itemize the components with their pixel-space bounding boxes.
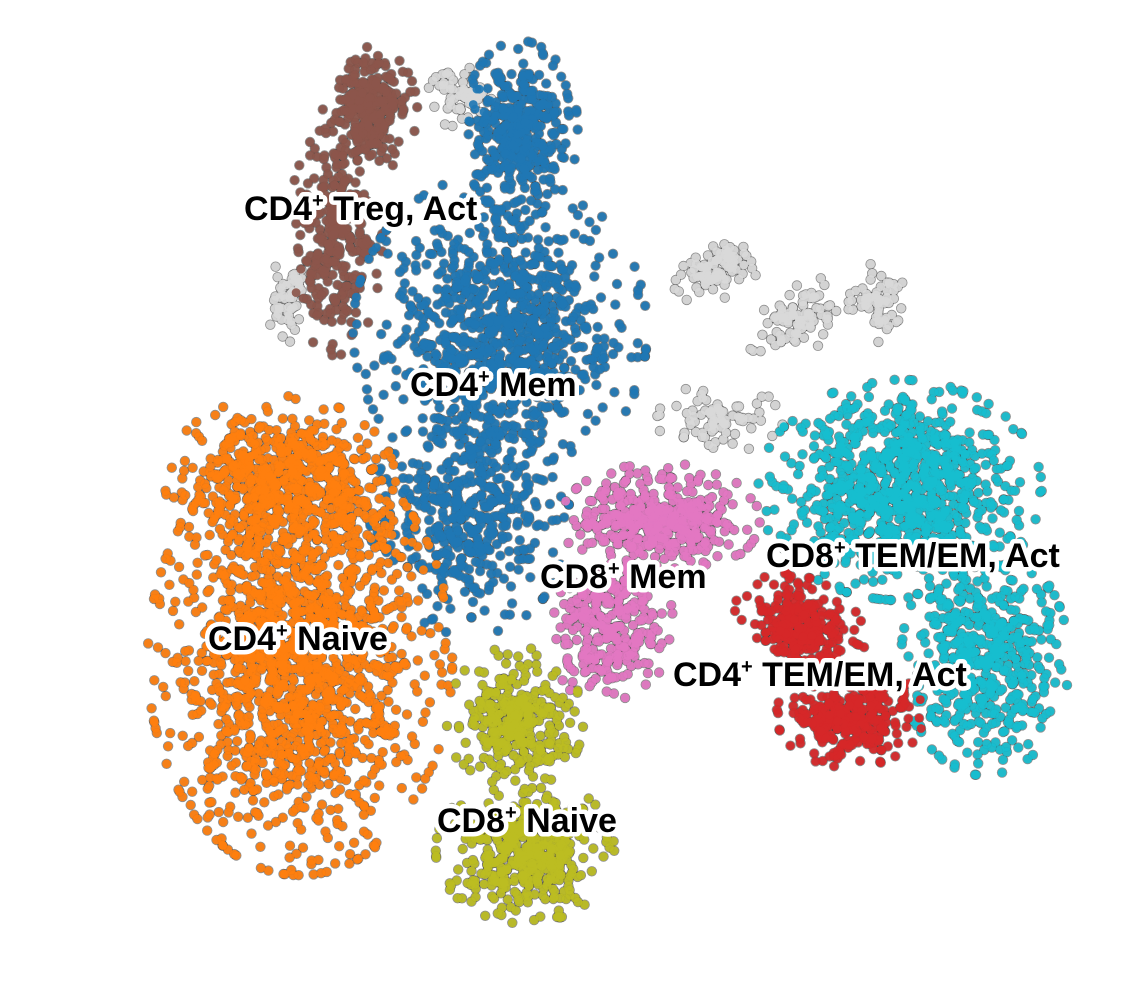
umap-scatter-plot: CD4+ Treg, Act CD4+ Mem CD4+ Naive CD8+ … [143, 36, 1073, 928]
